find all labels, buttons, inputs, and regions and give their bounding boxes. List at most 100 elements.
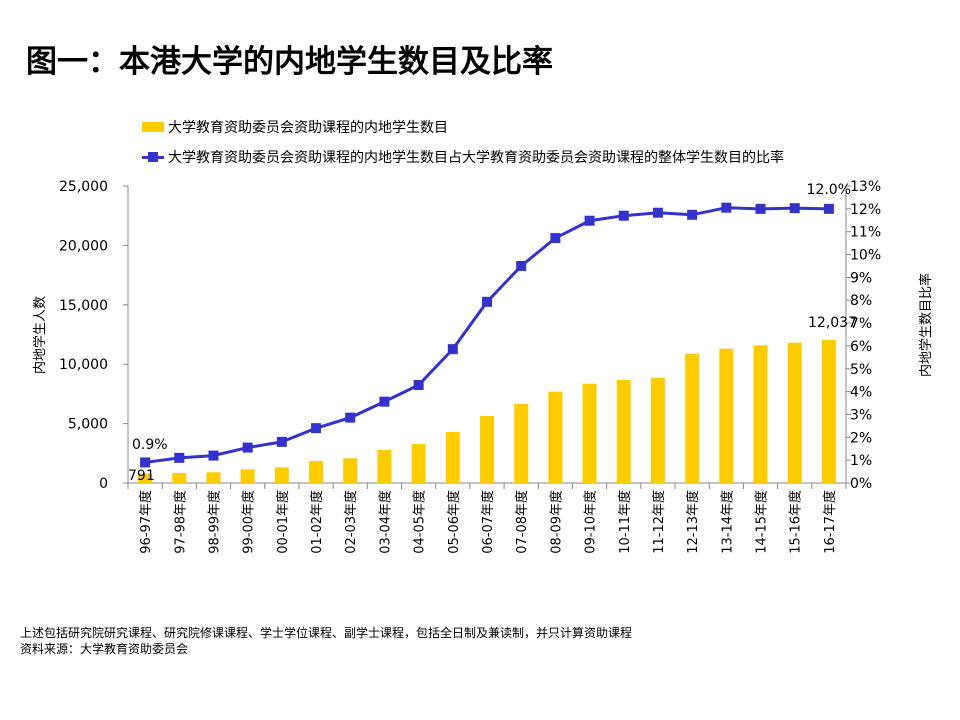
line-label-first: 0.9% [132, 437, 168, 453]
legend-label-line: 大学教育资助委员会资助课程的内地学生数目占大学教育资助委员会资助课程的整体学生数… [168, 150, 784, 166]
x-tick-label: 02-03年度 [343, 490, 359, 554]
bar [548, 391, 563, 483]
bar [138, 473, 153, 483]
line-marker [311, 423, 322, 434]
bar [343, 458, 358, 483]
bar [206, 472, 221, 483]
bar [514, 403, 529, 483]
line-marker [550, 233, 561, 244]
line-marker [652, 207, 663, 218]
bar [582, 383, 597, 483]
bar [685, 353, 700, 483]
chart: 0 5,000 10,000 15,000 20,000 25,000 0% 1% 2% 3% 4%… [32, 179, 934, 554]
page-title: 图一：本港大学的内地学生数目及比率 [26, 44, 553, 80]
line-label-last: 12.0% [807, 182, 851, 198]
bar [753, 345, 768, 483]
right-tick-label: 1% [850, 453, 872, 469]
right-tick-label: 2% [850, 430, 872, 446]
bar [616, 380, 631, 483]
x-tick-label: 04-05年度 [412, 490, 428, 554]
x-tick-label: 13-14年度 [719, 490, 735, 554]
right-axis-title: 内地学生数目比率 [918, 273, 934, 377]
x-tick-label: 98-99年度 [206, 490, 222, 554]
line-marker [276, 436, 287, 447]
legend-label-bar: 大学教育资助委员会资助课程的内地学生数目 [168, 120, 448, 136]
line-marker [789, 203, 800, 214]
bar [719, 348, 734, 483]
line-marker [516, 260, 527, 271]
bar [650, 377, 665, 483]
right-tick-label: 6% [850, 339, 872, 355]
x-tick-label: 97-98年度 [172, 490, 188, 554]
line-marker [721, 202, 732, 213]
left-tick-label: 15,000 [59, 298, 108, 314]
bar [309, 461, 324, 483]
left-tick-label: 10,000 [59, 357, 108, 373]
x-tick-label: 11-12年度 [651, 490, 667, 554]
line-marker [482, 296, 492, 307]
left-tick-label: 0 [99, 476, 108, 492]
x-tick-label: 01-02年度 [309, 490, 325, 554]
right-tick-label: 8% [850, 293, 872, 309]
line-marker [687, 209, 698, 220]
left-tick-label: 25,000 [59, 179, 108, 195]
x-tick-label: 15-16年度 [788, 490, 804, 554]
bar [445, 432, 460, 483]
right-tick-label: 0% [850, 476, 872, 492]
x-tick-label: 08-09年度 [548, 490, 564, 554]
line-marker [823, 203, 834, 214]
bar [377, 449, 392, 483]
bar [240, 469, 255, 483]
legend-item-line: 大学教育资助委员会资助课程的内地学生数目占大学教育资助委员会资助课程的整体学生数… [142, 147, 784, 167]
legend-swatch-line [142, 152, 164, 162]
right-tick-label: 13% [850, 179, 881, 195]
bar-label-first: 791 [128, 468, 155, 484]
x-tick-label: 12-13年度 [685, 490, 701, 554]
x-tick-label: 14-15年度 [754, 490, 770, 554]
bar [480, 415, 494, 483]
x-tick-label: 96-97年度 [138, 490, 154, 554]
bar [821, 340, 836, 483]
right-tick-label: 12% [850, 202, 881, 218]
left-axis-title: 内地学生人数 [32, 296, 48, 374]
line-marker [584, 215, 595, 226]
left-tick-label: 20,000 [59, 238, 108, 254]
x-tick-label: 07-08年度 [514, 490, 530, 554]
legend-swatch-bar [142, 122, 164, 132]
right-tick-label: 4% [850, 385, 872, 401]
bar [787, 342, 802, 483]
bar-label-last: 12,037 [808, 315, 857, 331]
left-tick-label: 5,000 [68, 417, 108, 433]
right-tick-label: 9% [850, 270, 872, 286]
line-marker [242, 442, 253, 453]
bar [411, 444, 426, 483]
x-tick-label: 10-11年度 [617, 490, 633, 554]
x-tick-label: 05-06年度 [446, 490, 462, 554]
line-marker [413, 379, 424, 390]
line-marker [174, 452, 185, 463]
right-tick-label: 7% [850, 316, 872, 332]
line-marker [140, 457, 151, 468]
x-tick-label: 16-17年度 [822, 490, 838, 554]
x-tick-label: 06-07年度 [480, 490, 496, 554]
right-tick-label: 10% [850, 248, 881, 264]
right-tick-label: 5% [850, 362, 872, 378]
bar [172, 473, 187, 483]
line-marker [447, 344, 458, 355]
source-note: 资料来源：大学教育资助委员会 [20, 642, 189, 656]
legend-item-bar: 大学教育资助委员会资助课程的内地学生数目 [142, 117, 448, 137]
line-marker [755, 203, 766, 214]
line-marker [345, 412, 356, 423]
line-marker [208, 450, 219, 461]
line-marker [618, 210, 629, 221]
right-tick-label: 3% [850, 407, 872, 423]
x-tick-label: 00-01年度 [275, 490, 291, 554]
x-tick-label: 09-10年度 [583, 490, 599, 554]
bar [274, 467, 289, 483]
footnote: 上述包括研究院研究课程、研究院修课课程、学士学位课程、副学士课程，包括全日制及兼… [20, 626, 633, 640]
line-marker [379, 396, 390, 407]
right-tick-label: 11% [850, 225, 881, 241]
x-tick-label: 99-00年度 [241, 490, 257, 554]
x-tick-label: 03-04年度 [377, 490, 393, 554]
